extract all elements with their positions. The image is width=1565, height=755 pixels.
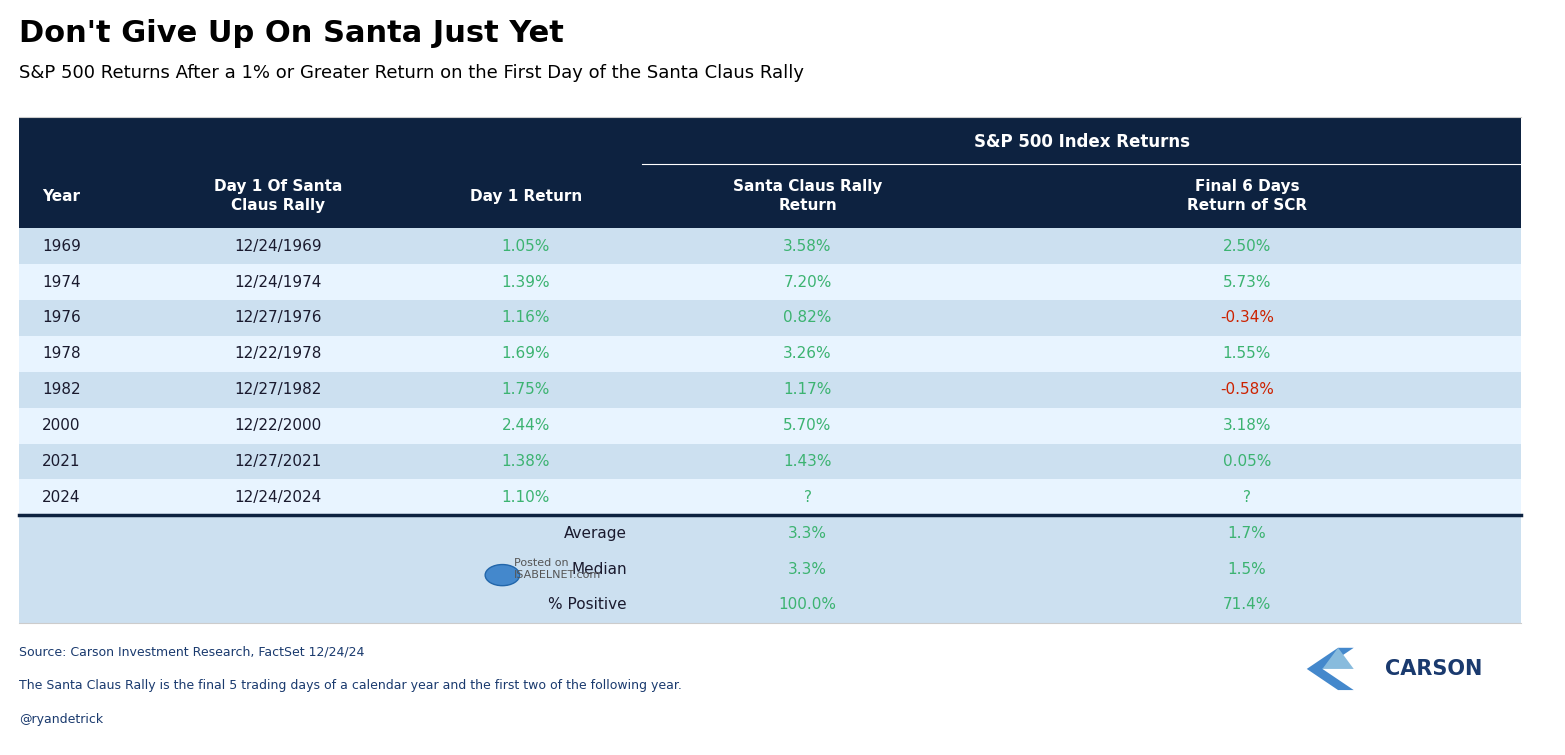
Bar bbox=[19, 587, 1521, 623]
Text: Posted on: Posted on bbox=[515, 558, 568, 568]
Bar bbox=[19, 551, 1521, 587]
Text: 1.75%: 1.75% bbox=[502, 382, 549, 397]
Bar bbox=[19, 443, 1521, 479]
Text: 1974: 1974 bbox=[42, 275, 81, 290]
Text: -0.58%: -0.58% bbox=[1221, 382, 1274, 397]
Text: 100.0%: 100.0% bbox=[778, 597, 837, 612]
Text: Don't Give Up On Santa Just Yet: Don't Give Up On Santa Just Yet bbox=[19, 19, 563, 48]
Bar bbox=[19, 264, 1521, 300]
Text: -0.34%: -0.34% bbox=[1221, 310, 1274, 325]
Text: 1.16%: 1.16% bbox=[502, 310, 549, 325]
Text: 1.55%: 1.55% bbox=[1222, 347, 1271, 362]
Text: 3.18%: 3.18% bbox=[1222, 418, 1271, 433]
Text: 2.44%: 2.44% bbox=[502, 418, 549, 433]
Text: CARSON: CARSON bbox=[1385, 659, 1482, 679]
Bar bbox=[19, 336, 1521, 371]
Text: 12/27/2021: 12/27/2021 bbox=[235, 454, 321, 469]
Text: 12/24/1969: 12/24/1969 bbox=[235, 239, 322, 254]
Text: 1.5%: 1.5% bbox=[1227, 562, 1266, 577]
Bar bbox=[19, 300, 1521, 336]
Text: 2.50%: 2.50% bbox=[1222, 239, 1271, 254]
Text: S&P 500 Index Returns: S&P 500 Index Returns bbox=[973, 133, 1189, 150]
Polygon shape bbox=[1307, 648, 1354, 690]
Bar bbox=[19, 479, 1521, 515]
Text: 0.82%: 0.82% bbox=[784, 310, 831, 325]
Text: 5.73%: 5.73% bbox=[1222, 275, 1271, 290]
Text: S&P 500 Returns After a 1% or Greater Return on the First Day of the Santa Claus: S&P 500 Returns After a 1% or Greater Re… bbox=[19, 64, 804, 82]
Text: Median: Median bbox=[571, 562, 626, 577]
Text: Santa Claus Rally
Return: Santa Claus Rally Return bbox=[732, 179, 883, 213]
Text: @ryandetrick: @ryandetrick bbox=[19, 713, 103, 726]
Text: ?: ? bbox=[1243, 490, 1250, 505]
Text: 2024: 2024 bbox=[42, 490, 81, 505]
Text: 1.05%: 1.05% bbox=[502, 239, 549, 254]
Bar bbox=[19, 408, 1521, 443]
Text: 3.26%: 3.26% bbox=[782, 347, 833, 362]
Text: 1.69%: 1.69% bbox=[501, 347, 551, 362]
Text: 71.4%: 71.4% bbox=[1222, 597, 1271, 612]
Text: 7.20%: 7.20% bbox=[784, 275, 831, 290]
Text: 12/22/1978: 12/22/1978 bbox=[235, 347, 322, 362]
Text: Source: Carson Investment Research, FactSet 12/24/24: Source: Carson Investment Research, Fact… bbox=[19, 646, 365, 658]
Text: 1982: 1982 bbox=[42, 382, 81, 397]
Text: 1.38%: 1.38% bbox=[502, 454, 549, 469]
Text: 1.10%: 1.10% bbox=[502, 490, 549, 505]
Polygon shape bbox=[1322, 648, 1354, 669]
Text: 12/22/2000: 12/22/2000 bbox=[235, 418, 321, 433]
Text: 2021: 2021 bbox=[42, 454, 81, 469]
Bar bbox=[19, 117, 1521, 228]
Text: Final 6 Days
Return of SCR: Final 6 Days Return of SCR bbox=[1186, 179, 1307, 213]
Text: 3.3%: 3.3% bbox=[789, 562, 826, 577]
Text: 12/27/1982: 12/27/1982 bbox=[235, 382, 322, 397]
Text: Average: Average bbox=[563, 525, 626, 541]
Bar bbox=[19, 515, 1521, 551]
Text: 12/24/2024: 12/24/2024 bbox=[235, 490, 321, 505]
Text: ?: ? bbox=[803, 490, 812, 505]
Text: ISABELNET.com: ISABELNET.com bbox=[513, 570, 601, 580]
Text: 12/27/1976: 12/27/1976 bbox=[235, 310, 322, 325]
Text: 5.70%: 5.70% bbox=[784, 418, 831, 433]
Text: 2000: 2000 bbox=[42, 418, 81, 433]
Text: % Positive: % Positive bbox=[548, 597, 626, 612]
Text: 1969: 1969 bbox=[42, 239, 81, 254]
Bar bbox=[19, 371, 1521, 408]
Text: Year: Year bbox=[42, 189, 80, 204]
Text: 1.43%: 1.43% bbox=[784, 454, 831, 469]
Text: Day 1 Of Santa
Claus Rally: Day 1 Of Santa Claus Rally bbox=[214, 179, 343, 213]
Text: 1.7%: 1.7% bbox=[1227, 525, 1266, 541]
Ellipse shape bbox=[485, 565, 520, 586]
Text: Day 1 Return: Day 1 Return bbox=[470, 189, 582, 204]
Text: 3.58%: 3.58% bbox=[784, 239, 831, 254]
Text: 1978: 1978 bbox=[42, 347, 81, 362]
Text: 12/24/1974: 12/24/1974 bbox=[235, 275, 322, 290]
Bar bbox=[19, 228, 1521, 264]
Text: 1.39%: 1.39% bbox=[501, 275, 551, 290]
Text: The Santa Claus Rally is the final 5 trading days of a calendar year and the fir: The Santa Claus Rally is the final 5 tra… bbox=[19, 680, 682, 692]
Text: 1976: 1976 bbox=[42, 310, 81, 325]
Text: 1.17%: 1.17% bbox=[784, 382, 831, 397]
Text: 3.3%: 3.3% bbox=[789, 525, 826, 541]
Text: 0.05%: 0.05% bbox=[1222, 454, 1271, 469]
